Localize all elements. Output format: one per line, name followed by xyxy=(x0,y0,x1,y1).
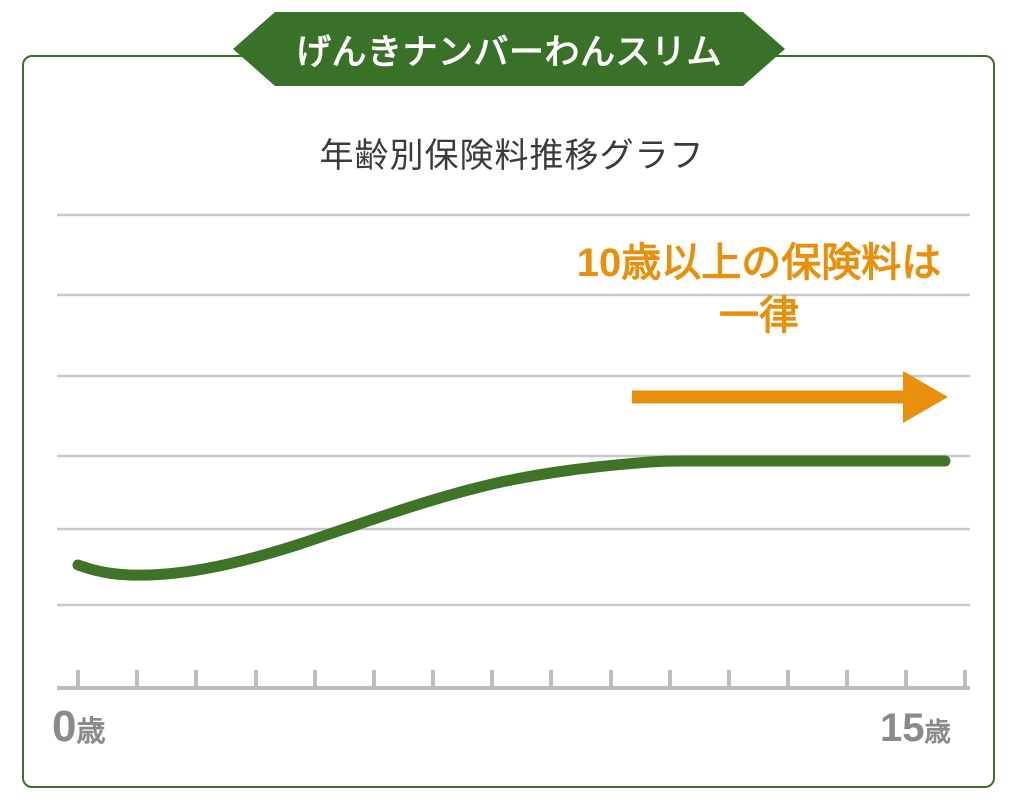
annotation-line-2: 一律 xyxy=(719,294,799,338)
product-name-banner: げんきナンバーわんスリム xyxy=(233,12,785,86)
x-axis-end-value: 15 xyxy=(880,706,925,750)
flat-rate-annotation: 10歳以上の保険料は 一律 xyxy=(545,240,973,346)
x-axis-start-value: 0 xyxy=(52,702,77,751)
premium-graph-card xyxy=(22,55,995,788)
product-name-label: げんきナンバーわんスリム xyxy=(295,32,722,72)
x-axis-end-label: 15歳 xyxy=(880,706,951,751)
annotation-line-1: 10歳以上の保険料は xyxy=(576,241,942,285)
x-axis-end-unit: 歳 xyxy=(924,717,951,747)
chart-title: 年齢別保険料推移グラフ xyxy=(319,137,705,175)
x-axis-start-unit: 歳 xyxy=(76,716,106,748)
x-axis-start-label: 0歳 xyxy=(52,702,106,752)
